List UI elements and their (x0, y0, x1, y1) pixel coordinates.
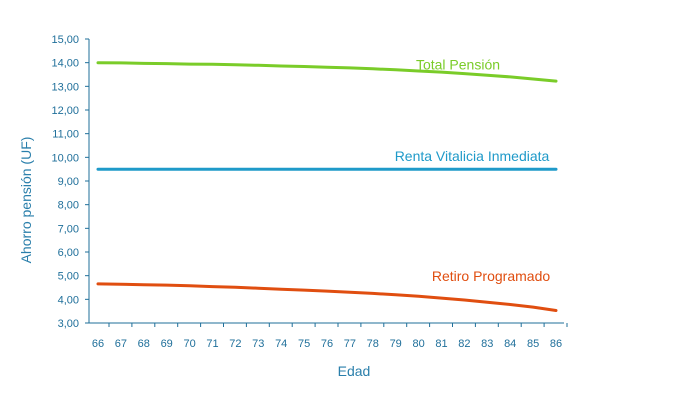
y-tick-label: 14,00 (51, 58, 79, 70)
series-label-1: Total Pensión (416, 57, 500, 73)
x-tick-label: 73 (252, 338, 264, 350)
y-tick-label: 12,00 (51, 105, 79, 117)
x-tick-label: 83 (481, 338, 493, 350)
x-tick-label: 74 (275, 338, 287, 350)
x-tick-label: 81 (435, 338, 447, 350)
x-tick-label: 79 (390, 338, 402, 350)
x-tick-label: 68 (138, 338, 150, 350)
y-tick-labels: 3,00 4,00 5,00 6,00 7,00 8,00 9,00 10,00 11,00 12… (51, 34, 79, 330)
y-axis-title: Ahorro pensión (UF) (18, 137, 34, 264)
series-lines (96, 61, 558, 312)
series-line-3 (96, 282, 558, 312)
y-tick-label: 4,00 (58, 294, 79, 306)
x-tick-label: 72 (229, 338, 241, 350)
x-tick-label: 78 (367, 338, 379, 350)
y-tick-label: 15,00 (51, 34, 79, 46)
y-tick-label: 3,00 (58, 318, 79, 330)
y-tick-label: 11,00 (52, 129, 79, 141)
x-tick-label: 75 (298, 338, 310, 350)
x-tick-label: 80 (412, 338, 424, 350)
x-tick-label: 77 (344, 338, 356, 350)
x-tick-label: 85 (527, 338, 539, 350)
x-tick-label: 86 (550, 338, 562, 350)
x-axis-title: Edad (338, 363, 371, 379)
series-label-2: Renta Vitalicia Inmediata (395, 148, 550, 164)
y-tick-label: 7,00 (58, 223, 79, 235)
x-tick-label: 84 (504, 338, 516, 350)
y-tick-label: 13,00 (51, 81, 79, 93)
x-tick-label: 67 (115, 338, 127, 350)
x-tick-label: 70 (183, 338, 195, 350)
x-tick-label: 66 (92, 338, 104, 350)
y-tick-label: 9,00 (58, 176, 79, 188)
y-tick-label: 8,00 (58, 200, 79, 212)
series-label-3: Retiro Programado (432, 268, 550, 284)
x-tick-label: 76 (321, 338, 333, 350)
series-line-1 (96, 61, 558, 83)
chart-axes (85, 38, 568, 327)
x-tick-labels: 66 67 68 69 70 71 72 73 74 75 76 77 78 79 80 81 82 83 84 85… (92, 338, 562, 350)
x-tick-label: 82 (458, 338, 470, 350)
x-tick-label: 71 (206, 338, 218, 350)
y-tick-label: 5,00 (58, 271, 79, 283)
series-labels: Total Pensión Renta Vitalicia Inmediata Re… (395, 57, 551, 285)
x-tick-label: 69 (161, 338, 173, 350)
y-tick-label: 6,00 (58, 247, 79, 259)
y-tick-label: 10,00 (51, 152, 79, 164)
